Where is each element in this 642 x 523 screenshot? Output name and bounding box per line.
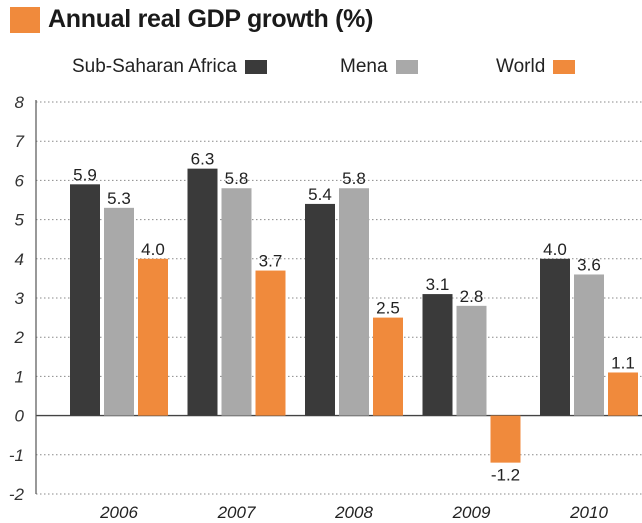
x-tick-label: 2008 [334, 503, 373, 522]
x-tick-label: 2006 [99, 503, 138, 522]
legend-label: Mena [340, 56, 388, 77]
y-tick-label: 8 [15, 93, 25, 112]
bars [70, 168, 638, 463]
data-labels: 5.9 5.3 4.0 6.3 5.8 3.7 5.4 5.8 2.5 3.1 2.8 -1.2 4.0… [73, 150, 635, 485]
data-label: 6.3 [191, 150, 215, 169]
bar [187, 168, 218, 416]
y-tick-label: 3 [15, 289, 25, 308]
legend-label: World [496, 56, 546, 77]
y-tick-label: -1 [9, 446, 24, 465]
bar [422, 294, 453, 416]
x-tick-label: 2010 [569, 503, 608, 522]
x-tick-label: 2007 [217, 503, 256, 522]
data-label: 5.3 [107, 189, 131, 208]
bar [540, 258, 570, 416]
legend-world: World [496, 56, 576, 78]
data-label: 1.1 [611, 353, 635, 372]
data-label: 5.8 [225, 169, 249, 188]
bar [221, 188, 252, 416]
y-axis: -2 -1 0 1 2 3 4 5 6 7 8 [9, 93, 37, 504]
data-label: 5.8 [342, 169, 366, 188]
bar [373, 317, 403, 416]
data-label: 3.1 [426, 275, 450, 294]
bar [104, 207, 134, 416]
data-label: 3.7 [259, 252, 283, 271]
legend-swatch [553, 59, 576, 74]
bar [70, 184, 100, 416]
bar [608, 372, 638, 416]
data-label: 3.6 [577, 255, 601, 274]
chart-title: Annual real GDP growth (%) [48, 5, 374, 33]
data-label: -1.2 [491, 466, 520, 485]
legend-swatch [244, 59, 267, 74]
y-tick-label: 1 [15, 367, 24, 386]
data-label: 2.5 [376, 299, 400, 318]
bar [490, 415, 521, 463]
y-tick-label: 5 [15, 211, 25, 230]
x-tick-label: 2009 [452, 503, 491, 522]
legend-swatch [395, 59, 418, 74]
legend-mena: Mena [340, 56, 418, 78]
bar [305, 203, 335, 416]
data-label: 2.8 [460, 287, 484, 306]
y-tick-label: 7 [15, 132, 25, 151]
legend-sub-saharan-africa: Sub-Saharan Africa [72, 56, 267, 78]
title-marker [10, 7, 40, 33]
bar [574, 274, 604, 416]
bar [456, 305, 487, 416]
y-tick-label: 4 [15, 250, 24, 269]
data-label: 5.9 [73, 165, 97, 184]
y-tick-label: 0 [15, 407, 25, 426]
bar [138, 258, 168, 416]
legend-label: Sub-Saharan Africa [72, 56, 237, 77]
data-label: 4.0 [141, 240, 165, 259]
x-axis: 2006 2007 2008 2009 2010 [99, 503, 608, 522]
data-label: 5.4 [308, 185, 332, 204]
bar [339, 188, 369, 416]
y-tick-label: -2 [9, 485, 25, 504]
y-tick-label: 6 [15, 171, 25, 190]
y-tick-label: 2 [14, 328, 25, 347]
bar [255, 270, 286, 416]
data-label: 4.0 [543, 240, 567, 259]
